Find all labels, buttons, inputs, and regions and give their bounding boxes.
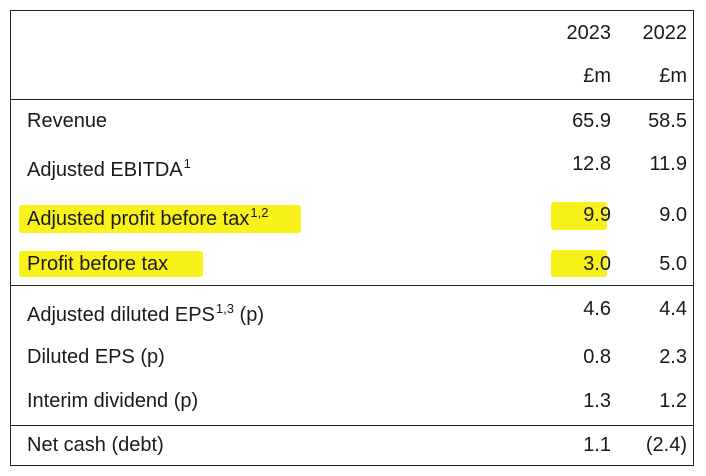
row-adjusted-diluted-eps-2022: 4.4 [659, 298, 687, 320]
header-year-2022: 2022 [642, 22, 688, 44]
row-net-cash-debt-2022: (2.4) [645, 434, 687, 456]
footnote-ref: 1,2 [250, 205, 269, 220]
row-adjusted-diluted-eps-2023: 4.6 [583, 298, 611, 320]
row-adjusted-ebitda-2022: 11.9 [649, 153, 687, 175]
row-label-adjusted-diluted-eps: Adjusted diluted EPS1,3 (p) [27, 301, 264, 326]
row-label-net-cash-debt: Net cash (debt) [27, 434, 164, 456]
row-label-profit-before-tax: Profit before tax [27, 253, 169, 275]
row-label-adjusted-profit-before-tax: Adjusted profit before tax1,2 [27, 205, 269, 230]
highlight-pbt-2023 [551, 250, 607, 277]
row-profit-before-tax-2023: 3.0 [583, 253, 611, 275]
row-label-adjusted-ebitda: Adjusted EBITDA1 [27, 156, 191, 181]
highlight-adjusted-pbt-2023 [551, 202, 607, 230]
row-diluted-eps-2023: 0.8 [583, 346, 611, 368]
row-interim-dividend-2022: 1.2 [659, 390, 687, 412]
row-net-cash-debt-2023: 1.1 [583, 434, 611, 456]
footnote-ref: 1,3 [215, 301, 234, 316]
header-unit-2022: £m [659, 65, 687, 87]
row-interim-dividend-2023: 1.3 [583, 390, 611, 412]
section-divider-1 [11, 285, 693, 286]
highlight-adjusted-pbt-label [19, 205, 301, 233]
header-unit-2023: £m [583, 65, 611, 87]
row-adjusted-ebitda-2023: 12.8 [572, 153, 611, 175]
section-divider-2 [11, 425, 693, 426]
row-diluted-eps-2022: 2.3 [659, 346, 687, 368]
row-adjusted-profit-before-tax-2023: 9.9 [583, 204, 611, 226]
header-divider [11, 99, 693, 100]
header-year-2023: 2023 [566, 22, 612, 44]
highlight-pbt-label [19, 251, 203, 277]
row-label-diluted-eps: Diluted EPS (p) [27, 346, 165, 368]
row-label-interim-dividend: Interim dividend (p) [27, 390, 199, 412]
row-label-revenue: Revenue [27, 110, 108, 132]
row-profit-before-tax-2022: 5.0 [659, 253, 687, 275]
footnote-ref: 1 [183, 156, 191, 171]
financial-summary-table: 2023 2022 £m £m Revenue 65.9 58.5 Adjust… [10, 10, 694, 466]
row-revenue-2022: 58.5 [648, 110, 687, 132]
row-adjusted-profit-before-tax-2022: 9.0 [659, 204, 687, 226]
row-revenue-2023: 65.9 [572, 110, 611, 132]
